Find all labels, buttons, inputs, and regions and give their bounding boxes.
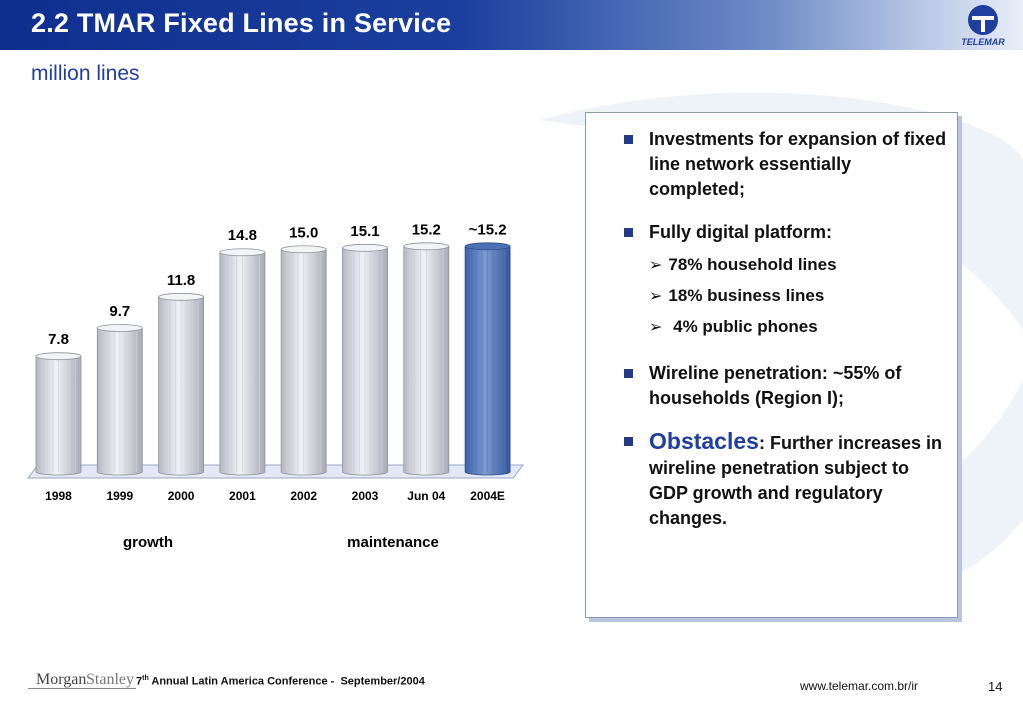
bar-2001 [219,248,266,476]
page-title: 2.2 TMAR Fixed Lines in Service [31,8,452,38]
bullet-text: Investments for expansion of fixed line … [649,129,947,199]
data-label: ~15.2 [469,221,507,238]
data-label: 11.8 [167,272,195,289]
arrow-bullet-icon: ➢ [649,319,663,336]
sub-item: ➢ 78% household lines [649,255,837,274]
square-bullet-icon [624,437,633,446]
telemar-logo: TELEMAR [961,5,1005,47]
logo-text-right: Stanley [86,671,134,688]
info-box: Investments for expansion of fixed line … [585,112,958,618]
bar-2002 [280,245,327,476]
bar-chart: 7.8 9.7 11.8 14.8 15.0 15.1 15.2 ~15.2 1998 1999… [26,221,525,551]
footer-divider [28,688,136,689]
title-bar: 2.2 TMAR Fixed Lines in Service TELEMAR [0,0,1023,50]
category-label: 2003 [352,489,379,503]
bar-1998 [35,352,82,476]
page-number: 14 [988,679,1003,694]
category-label: 1999 [106,489,133,503]
bullet-digital-platform: Fully digital platform: ➢ 78% household l… [586,220,957,343]
data-label: 9.7 [109,303,130,320]
group-label-growth: growth [123,534,173,551]
morgan-stanley-logo: Morgan Stanley [36,671,134,688]
bar-2003 [342,243,388,476]
logo-text: TELEMAR [961,37,1005,47]
category-label: Jun 04 [407,489,445,503]
bullet-text: Fully digital platform: [649,222,832,242]
data-label: 15.1 [350,223,379,240]
conference-text: 7th Annual Latin America Conference - Se… [136,675,425,688]
sub-list: ➢ 78% household lines ➢ 18% business lines… [649,250,947,343]
data-label: 14.8 [228,227,257,244]
square-bullet-icon [624,135,633,144]
bar-1999 [96,324,143,476]
data-label: 15.2 [412,221,441,238]
logo-text-left: Morgan [36,671,86,688]
bullet-list: Investments for expansion of fixed line … [586,127,957,549]
category-label: 2002 [290,489,317,503]
category-label: 2001 [229,489,256,503]
subtitle: million lines [31,62,140,85]
data-label: 15.0 [289,224,318,241]
arrow-bullet-icon: ➢ [649,288,663,305]
bar-2000 [158,292,205,476]
sub-item: ➢ 4% public phones [649,317,818,336]
obstacles-emphasis: Obstacles [649,428,759,454]
category-label: 1998 [45,489,72,503]
group-label-maintenance: maintenance [347,534,439,551]
square-bullet-icon [624,369,633,378]
category-label: 2000 [168,489,195,503]
bullet-penetration: Wireline penetration: ~55% of households… [586,361,957,411]
bullet-text: Wireline penetration: ~55% of households… [649,363,902,408]
data-label: 7.8 [48,331,69,348]
bullet-obstacles: Obstacles: Further increases in wireline… [586,429,957,531]
square-bullet-icon [624,228,633,237]
bar-jun-04 [403,242,450,476]
sub-item: ➢ 18% business lines [649,286,825,305]
bar-2004e [464,242,511,476]
category-label: 2004E [470,489,505,503]
footer-url[interactable]: www.telemar.com.br/ir [800,679,919,693]
arrow-bullet-icon: ➢ [649,257,663,274]
bullet-investments: Investments for expansion of fixed line … [586,127,957,202]
bullet-text: : Further increases in wireline penetrat… [649,433,943,528]
